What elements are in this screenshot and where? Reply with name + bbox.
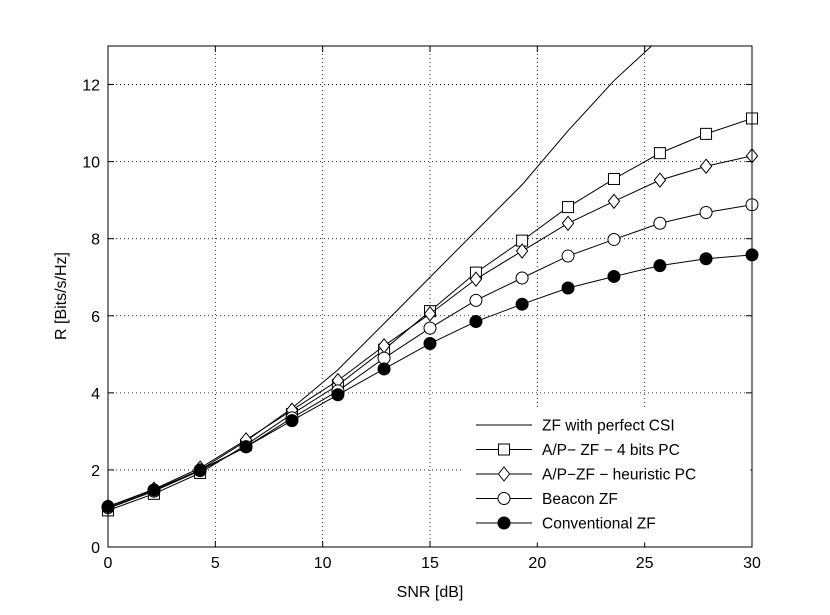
data-point <box>699 205 713 219</box>
data-point <box>515 297 529 311</box>
data-point <box>377 362 391 376</box>
legend-entry: A/P−ZF − heuristic PC <box>476 466 696 484</box>
data-point <box>423 337 437 351</box>
y-tick-label: 6 <box>91 309 100 326</box>
legend-marker <box>497 516 511 530</box>
legend-label: A/P−ZF − heuristic PC <box>542 467 696 484</box>
data-point <box>653 216 667 230</box>
legend-label: ZF with perfect CSI <box>542 418 675 435</box>
data-point <box>377 351 391 365</box>
data-point <box>562 201 575 214</box>
legend-marker <box>497 492 511 505</box>
y-tick-label: 12 <box>82 78 100 95</box>
legend-label: Beacon ZF <box>542 491 618 508</box>
data-point <box>469 271 483 287</box>
x-axis-label: SNR [dB] <box>397 584 464 601</box>
data-point <box>285 414 299 428</box>
y-tick-label: 0 <box>91 540 100 557</box>
legend-entry: Beacon ZF <box>476 491 618 508</box>
data-point <box>331 388 345 402</box>
data-point <box>653 172 667 188</box>
x-tick-label: 10 <box>314 555 332 572</box>
data-point <box>607 172 620 185</box>
data-point <box>653 147 666 160</box>
series-layer <box>101 46 759 517</box>
data-point <box>515 271 529 285</box>
x-tick-label: 0 <box>104 555 113 572</box>
data-point <box>653 259 667 273</box>
y-tick-label: 10 <box>82 155 100 172</box>
y-tick-label: 8 <box>91 232 100 249</box>
data-point <box>147 483 161 497</box>
data-point <box>561 249 575 263</box>
legend-label: A/P− ZF − 4 bits PC <box>542 442 680 459</box>
x-tick-label: 20 <box>528 555 546 572</box>
x-tick-label: 30 <box>743 555 761 572</box>
data-point <box>607 232 621 246</box>
data-point <box>423 306 437 322</box>
y-tick-label: 2 <box>91 463 100 480</box>
legend-label: Conventional ZF <box>542 516 656 533</box>
data-point <box>561 281 575 295</box>
y-axis-label: R [Bits/s/Hz] <box>53 252 70 340</box>
data-point <box>561 215 575 232</box>
data-point <box>699 252 713 266</box>
legend: ZF with perfect CSI A/P− ZF − 4 bits PC A/… <box>461 407 751 543</box>
x-tick-label: 25 <box>636 555 654 572</box>
axis-ticks: 0 5 10 15 20 25 30 0 2 4 6 8 10 12 <box>82 46 761 572</box>
legend-entry: A/P− ZF − 4 bits PC <box>476 442 680 459</box>
data-point <box>699 158 713 175</box>
data-point <box>193 463 207 477</box>
legend-marker <box>498 443 510 456</box>
data-point <box>239 440 253 454</box>
y-tick-label: 4 <box>91 386 100 403</box>
legend-box <box>461 407 751 543</box>
x-tick-label: 15 <box>421 555 439 572</box>
data-point <box>607 269 621 283</box>
legend-marker <box>497 466 511 482</box>
legend-entry: Conventional ZF <box>476 516 656 533</box>
data-point <box>423 321 437 335</box>
legend-entry: ZF with perfect CSI <box>476 418 675 435</box>
series-4 <box>101 248 759 514</box>
data-point <box>469 315 483 329</box>
data-point <box>515 243 529 259</box>
x-tick-label: 5 <box>211 555 220 572</box>
data-point <box>607 193 621 210</box>
data-point <box>700 127 713 140</box>
data-point <box>469 293 483 307</box>
